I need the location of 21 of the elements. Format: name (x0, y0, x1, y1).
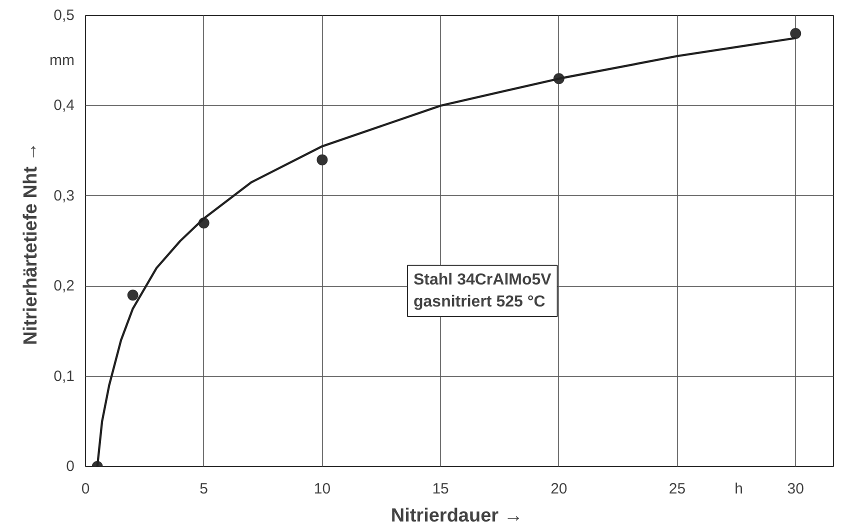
point (790, 28, 802, 40)
y-tick-label: 0,2 (54, 278, 75, 295)
y-axis-title: Nitrierhärtetiefe Nht → (20, 142, 42, 345)
y-tick-label: 0,5 (54, 7, 75, 24)
x-tick-label: 5 (200, 480, 208, 498)
point (127, 290, 138, 301)
x-tick-label: 30 (787, 480, 804, 498)
annotation: Stahl 34CrAlMo5V gasnitriert 525 °C (414, 271, 552, 310)
x-tick-label: h (734, 480, 743, 498)
y-tick-label: 0,1 (54, 368, 75, 385)
y-tick-label: 0,4 (54, 97, 75, 114)
x-tick-label: 15 (432, 480, 449, 498)
x-axis-title: Nitrierdauer → (390, 506, 523, 526)
x-tick-label: 0 (81, 480, 90, 498)
y-tick-label: 0 (66, 458, 74, 475)
point (316, 154, 328, 166)
x-tick-label: 25 (668, 480, 686, 498)
y-tick-label: mm (50, 52, 75, 70)
x-tick-label: 10 (314, 480, 331, 498)
y-tick-label: 0,3 (54, 187, 75, 204)
x-tick-label: 20 (550, 480, 568, 498)
